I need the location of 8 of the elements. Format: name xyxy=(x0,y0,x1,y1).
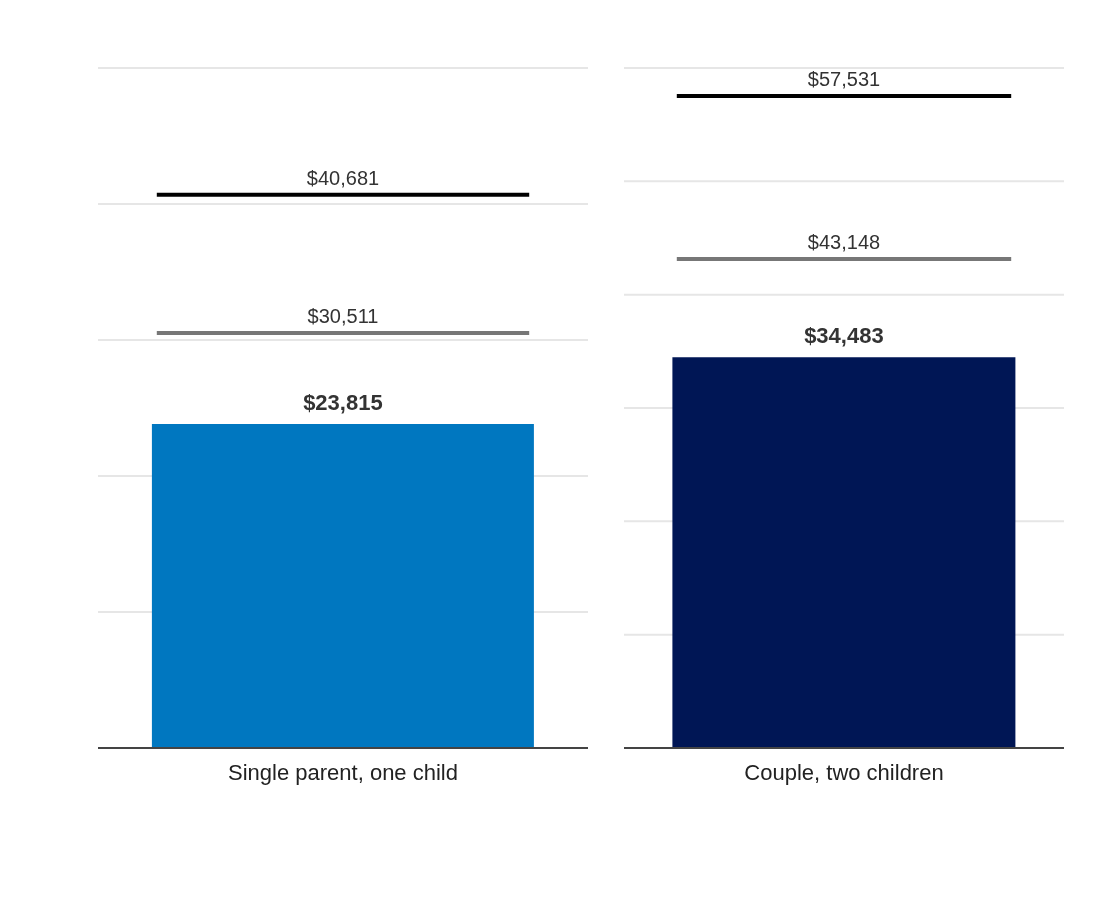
x-tick-label: Couple, two children xyxy=(744,759,944,785)
ref-line-label: $40,681 xyxy=(306,166,380,189)
ref-line-label: $57,531 xyxy=(807,67,881,90)
ref-line-label: $43,148 xyxy=(807,230,881,253)
data-label: $23,815 xyxy=(303,390,383,416)
data-label: $34,483 xyxy=(804,323,884,349)
ref-line-label: $30,511 xyxy=(307,305,379,328)
x-tick-label: Single parent, one child xyxy=(228,759,458,785)
